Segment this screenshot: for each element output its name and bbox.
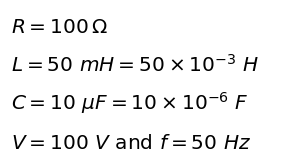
Text: $C = 10\ \mu F = 10 \times 10^{-6}\ F$: $C = 10\ \mu F = 10 \times 10^{-6}\ F$ — [11, 90, 249, 116]
Text: $R = 100\,\Omega$: $R = 100\,\Omega$ — [11, 18, 108, 37]
Text: $V = 100\ V\ \mathrm{and}\ f = 50\ Hz$: $V = 100\ V\ \mathrm{and}\ f = 50\ Hz$ — [11, 134, 251, 153]
Text: $L = 50\ mH = 50 \times 10^{-3}\ H$: $L = 50\ mH = 50 \times 10^{-3}\ H$ — [11, 54, 259, 76]
